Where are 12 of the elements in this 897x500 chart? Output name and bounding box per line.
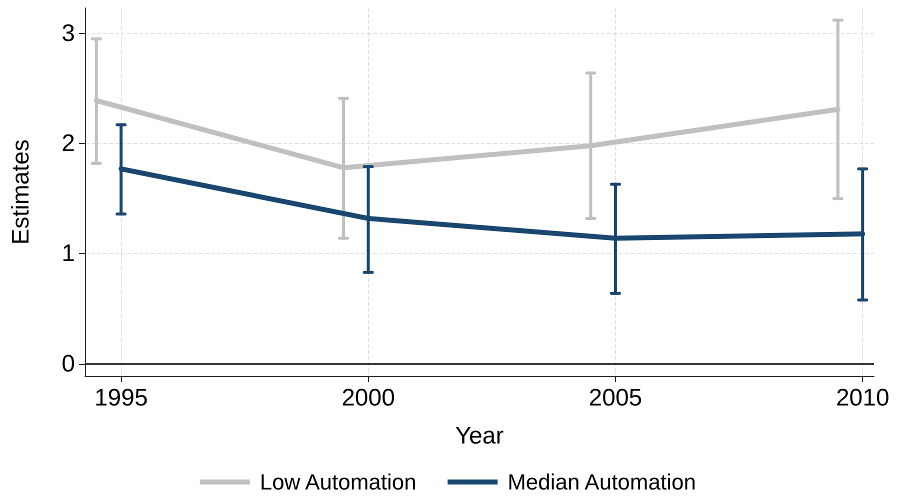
y-tick-label: 2 [62, 130, 75, 158]
y-tick-label: 0 [62, 350, 75, 378]
legend-label: Median Automation [508, 470, 696, 494]
legend-label: Low Automation [260, 470, 416, 494]
y-tick-label: 3 [62, 20, 75, 47]
y-tick-label: 1 [62, 240, 75, 268]
x-axis-title: Year [455, 422, 504, 450]
x-tick-label: 1995 [94, 384, 148, 412]
x-tick-label: 2000 [342, 384, 395, 412]
x-tick-label: 2005 [588, 384, 642, 412]
y-axis-title: Estimates [8, 139, 34, 245]
x-tick-label: 2010 [836, 384, 890, 412]
